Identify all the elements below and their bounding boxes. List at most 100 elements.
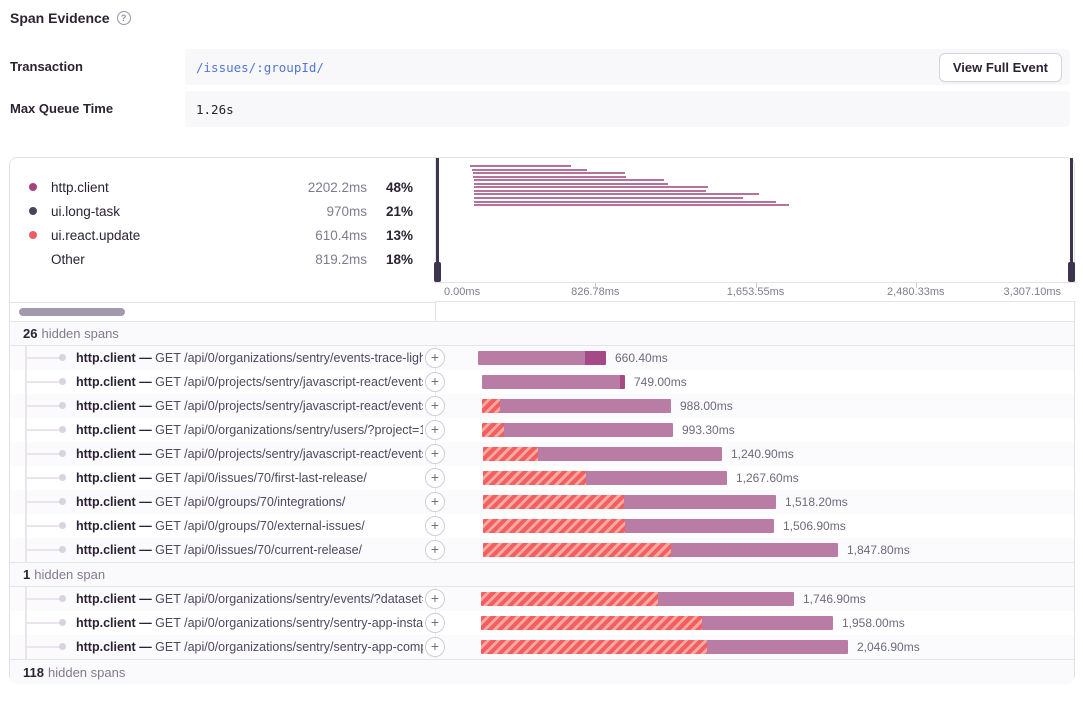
- hidden-span-count: 26: [23, 326, 38, 341]
- tree-node-dot: [59, 498, 66, 505]
- span-duration-bar[interactable]: [481, 616, 833, 630]
- hidden-spans-row[interactable]: 26 hidden spans: [10, 321, 1074, 346]
- tree-node-dot: [59, 426, 66, 433]
- tree-connector-horizontal: [25, 381, 61, 383]
- view-full-event-button[interactable]: View Full Event: [938, 52, 1062, 82]
- queue-time-segment: [481, 616, 702, 630]
- span-op: http.client —: [76, 399, 152, 413]
- span-duration-bar[interactable]: [483, 471, 727, 485]
- span-duration-bar[interactable]: [483, 447, 722, 461]
- horizontal-scrollbar[interactable]: [19, 308, 125, 316]
- span-duration-bar[interactable]: [481, 640, 848, 654]
- span-row[interactable]: http.client — GET /api/0/projects/sentry…: [10, 370, 1074, 394]
- span-duration-label: 1,240.90ms: [731, 447, 794, 461]
- expand-span-button[interactable]: +: [425, 444, 445, 464]
- minimap-span-bar: [474, 193, 759, 195]
- span-description: http.client — GET /api/0/organizations/s…: [76, 351, 423, 365]
- expand-span-button[interactable]: +: [425, 637, 445, 657]
- expand-span-button[interactable]: +: [425, 468, 445, 488]
- minimap-span-bar: [470, 165, 571, 167]
- expand-span-button[interactable]: +: [425, 613, 445, 633]
- span-row[interactable]: http.client — GET /api/0/groups/70/exter…: [10, 514, 1074, 538]
- tree-connector-horizontal: [25, 549, 61, 551]
- span-duration-label: 749.00ms: [634, 375, 687, 389]
- span-row[interactable]: http.client — GET /api/0/issues/70/first…: [10, 466, 1074, 490]
- span-time-segment: [538, 447, 722, 461]
- axis-tick-label: 1,653.55ms: [726, 286, 785, 298]
- expand-span-button[interactable]: +: [425, 348, 445, 368]
- max-queue-time-value-box: 1.26s: [185, 91, 1070, 127]
- tree-node-dot: [59, 595, 66, 602]
- span-duration-bar[interactable]: [481, 592, 794, 606]
- span-row[interactable]: http.client — GET /api/0/organizations/s…: [10, 635, 1074, 659]
- tree-node-dot: [59, 522, 66, 529]
- span-row[interactable]: http.client — GET /api/0/organizations/s…: [10, 418, 1074, 442]
- help-icon[interactable]: ?: [116, 11, 131, 25]
- span-tree: 26 hidden spans http.client — GET /api/0/…: [10, 321, 1074, 684]
- time-axis: 0.00ms 826.78ms 1,653.55ms 2,480.33ms 3,307.…: [435, 282, 1076, 302]
- transaction-value: /issues/:groupId/: [196, 59, 324, 75]
- expand-span-button[interactable]: +: [425, 516, 445, 536]
- expand-span-button[interactable]: +: [425, 589, 445, 609]
- span-duration-bar[interactable]: [482, 423, 673, 437]
- tree-connector-horizontal: [25, 622, 61, 624]
- span-time-segment: [478, 351, 585, 365]
- span-op: http.client —: [76, 423, 152, 437]
- minimap-span-bar: [474, 197, 743, 199]
- overlap-segment: [585, 351, 606, 365]
- span-description: http.client — GET /api/0/groups/70/exter…: [76, 519, 365, 533]
- span-duration-bar[interactable]: [483, 495, 776, 509]
- expand-span-button[interactable]: +: [425, 396, 445, 416]
- tree-node-dot: [59, 643, 66, 650]
- span-time-segment: [625, 519, 774, 533]
- tree-connector-horizontal: [25, 598, 61, 600]
- legend-op-label: http.client: [51, 179, 109, 195]
- span-row[interactable]: http.client — GET /api/0/organizations/s…: [10, 346, 1074, 370]
- span-row[interactable]: http.client — GET /api/0/organizations/s…: [10, 611, 1074, 635]
- tree-node-dot: [59, 354, 66, 361]
- span-op: http.client —: [76, 640, 152, 654]
- legend-duration: 2202.2ms: [307, 179, 367, 195]
- span-row[interactable]: http.client — GET /api/0/projects/sentry…: [10, 394, 1074, 418]
- legend-color-dot: [29, 231, 37, 239]
- minimap-right-handle[interactable]: [1068, 262, 1075, 282]
- tree-node-dot: [59, 402, 66, 409]
- minimap-left-handle[interactable]: [434, 262, 441, 282]
- span-duration-bar[interactable]: [482, 399, 671, 413]
- span-duration-bar[interactable]: [483, 519, 774, 533]
- span-time-segment: [482, 375, 620, 389]
- span-description: http.client — GET /api/0/projects/sentry…: [76, 447, 423, 461]
- hidden-span-count: 1: [23, 567, 31, 582]
- span-row[interactable]: http.client — GET /api/0/issues/70/curre…: [10, 538, 1074, 562]
- minimap-span-bar: [474, 186, 708, 188]
- tree-connector-horizontal: [25, 429, 61, 431]
- hidden-spans-row[interactable]: 1 hidden span: [10, 562, 1074, 587]
- tree-connector-horizontal: [25, 525, 61, 527]
- expand-span-button[interactable]: +: [425, 540, 445, 560]
- span-row[interactable]: http.client — GET /api/0/projects/sentry…: [10, 442, 1074, 466]
- span-time-segment: [504, 423, 673, 437]
- expand-span-button[interactable]: +: [425, 420, 445, 440]
- span-duration-bar[interactable]: [483, 543, 838, 557]
- span-row[interactable]: http.client — GET /api/0/organizations/s…: [10, 587, 1074, 611]
- span-row[interactable]: http.client — GET /api/0/groups/70/integ…: [10, 490, 1074, 514]
- span-description: http.client — GET /api/0/projects/sentry…: [76, 375, 423, 389]
- span-op: http.client —: [76, 495, 152, 509]
- legend-percent: 48%: [385, 179, 413, 195]
- span-duration-bar[interactable]: [482, 375, 625, 389]
- expand-span-button[interactable]: +: [425, 492, 445, 512]
- overlap-segment: [620, 375, 625, 389]
- span-time-segment: [707, 640, 848, 654]
- trace-minimap[interactable]: [435, 158, 1076, 282]
- expand-span-button[interactable]: +: [425, 372, 445, 392]
- legend-color-dot: [29, 183, 37, 191]
- span-duration-bar[interactable]: [478, 351, 606, 365]
- minimap-span-bar: [474, 183, 668, 185]
- span-op: http.client —: [76, 447, 152, 461]
- hidden-spans-row[interactable]: 118 hidden spans: [10, 659, 1074, 684]
- span-time-segment: [658, 592, 794, 606]
- span-description: http.client — GET /api/0/organizations/s…: [76, 640, 423, 654]
- span-description: http.client — GET /api/0/groups/70/integ…: [76, 495, 346, 509]
- legend-duration: 970ms: [326, 203, 367, 219]
- tree-connector-horizontal: [25, 453, 61, 455]
